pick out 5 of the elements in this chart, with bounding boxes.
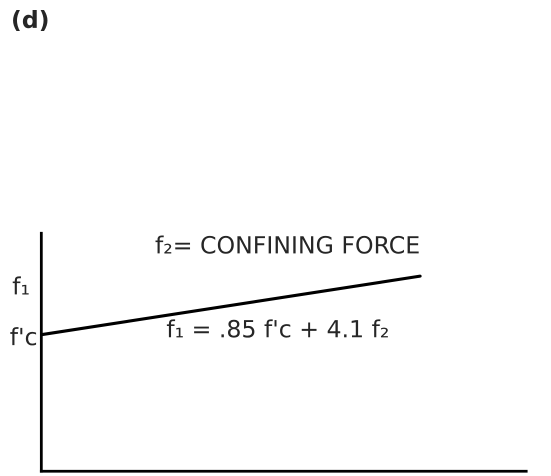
annotation: f₁ = .85 f'c + 4.1 f₂: [166, 319, 388, 338]
text: f'c: [10, 327, 36, 346]
chart-title: (d): [13, 10, 48, 32]
text: f₁: [12, 276, 29, 294]
text: f₂= CONFINING FORCE: [156, 235, 419, 254]
